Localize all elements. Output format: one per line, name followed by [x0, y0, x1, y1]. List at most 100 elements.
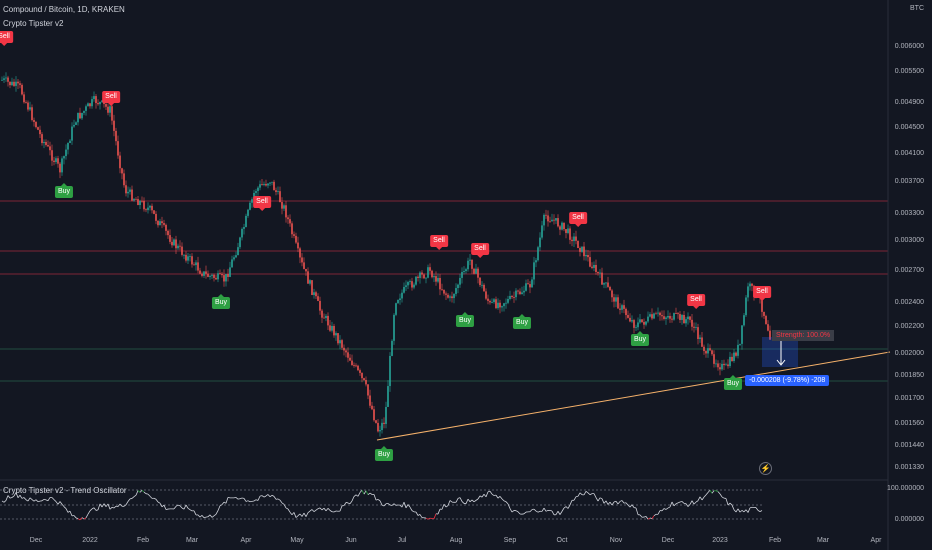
candle-body	[387, 386, 389, 407]
candle-body	[343, 347, 345, 351]
oscillator-segment	[405, 504, 409, 509]
candle-body	[421, 272, 423, 275]
oscillator-segment	[499, 496, 503, 500]
oscillator-segment	[743, 509, 747, 513]
lightning-icon[interactable]: ⚡	[759, 462, 772, 475]
oscillator-segment	[461, 501, 465, 504]
sell-signal[interactable]: Sell	[0, 31, 13, 46]
candle-body	[603, 283, 605, 285]
candle-body	[357, 365, 359, 371]
candle-body	[739, 343, 741, 345]
oscillator-segment	[197, 514, 201, 518]
candle-body	[653, 313, 655, 319]
oscillator-segment	[319, 507, 323, 511]
candle-body	[411, 281, 413, 288]
candle-body	[707, 348, 709, 354]
candle-body	[691, 319, 693, 327]
sell-signal[interactable]: Sell	[430, 235, 448, 250]
oscillator-segment	[491, 493, 495, 496]
sell-signal[interactable]: Sell	[569, 212, 587, 227]
oscillator-segment	[45, 499, 49, 502]
symbol-title[interactable]: Compound / Bitcoin, 1D, KRAKEN	[3, 5, 125, 14]
oscillator-segment	[179, 505, 183, 509]
candle-body	[301, 257, 303, 263]
candle-body	[241, 228, 243, 238]
candle-body	[223, 275, 225, 282]
oscillator-segment	[297, 513, 301, 517]
oscillator-segment	[677, 501, 681, 504]
oscillator-segment	[445, 505, 449, 508]
oscillator-segment	[721, 496, 725, 499]
candle-body	[59, 163, 61, 173]
sell-signal[interactable]: Sell	[253, 196, 271, 211]
oscillator-segment	[163, 504, 167, 510]
oscillator-segment	[309, 509, 313, 512]
candle-body	[555, 218, 557, 221]
candle-body	[625, 308, 627, 316]
sell-signal[interactable]: Sell	[102, 91, 120, 106]
candle-body	[275, 190, 277, 192]
oscillator-segment	[279, 499, 283, 504]
oscillator-segment	[569, 500, 573, 506]
candle-body	[127, 191, 129, 194]
candle-body	[207, 273, 209, 277]
candle-body	[11, 81, 13, 86]
candle-body	[115, 130, 117, 142]
trendline[interactable]	[376, 351, 891, 441]
measure-label[interactable]: -0.000208 (-9.78%) -208	[745, 375, 830, 386]
buy-signal[interactable]: Buy	[211, 294, 231, 309]
oscillator-segment	[503, 500, 507, 503]
oscillator-segment	[25, 499, 29, 502]
oscillator-segment	[755, 507, 759, 511]
candle-body	[533, 262, 535, 280]
buy-signal[interactable]: Buy	[512, 314, 532, 329]
sell-signal[interactable]: Sell	[471, 243, 489, 258]
sell-signal[interactable]: Sell	[687, 294, 705, 309]
sell-signal[interactable]: Sell	[753, 286, 771, 301]
oscillator-segment	[361, 490, 365, 495]
oscillator-segment	[155, 499, 159, 503]
oscillator-segment	[63, 506, 67, 509]
oscillator-segment	[33, 499, 37, 502]
candle-body	[705, 351, 707, 354]
oscillator-segment	[37, 500, 41, 503]
candle-body	[351, 360, 353, 366]
oscillator-segment	[135, 490, 139, 496]
oscillator-title[interactable]: Crypto Tipster v2 - Trend Oscillator	[3, 486, 127, 495]
indicator-title[interactable]: Crypto Tipster v2	[3, 19, 64, 28]
oscillator-segment	[327, 508, 331, 511]
oscillator-segment	[487, 490, 491, 493]
oscillator-segment	[425, 517, 429, 520]
oscillator-segment	[599, 497, 603, 500]
candle-body	[19, 83, 21, 85]
candle-body	[591, 266, 593, 268]
candle-body	[453, 293, 455, 299]
oscillator-segment	[409, 506, 413, 511]
oscillator-segment	[697, 496, 701, 501]
candle-body	[467, 260, 469, 270]
oscillator-segment	[573, 496, 577, 501]
buy-signal[interactable]: Buy	[455, 312, 475, 327]
candle-body	[581, 246, 583, 252]
candle-body	[51, 150, 53, 161]
candle-body	[659, 312, 661, 316]
candle-body	[623, 305, 625, 309]
oscillator-segment	[563, 506, 567, 509]
buy-signal[interactable]: Buy	[54, 183, 74, 198]
buy-signal[interactable]: Buy	[630, 331, 650, 346]
oscillator-segment	[13, 492, 17, 497]
candle-body	[377, 422, 379, 432]
oscillator-segment	[15, 492, 19, 498]
candle-body	[43, 141, 45, 144]
oscillator-segment	[255, 499, 259, 501]
candle-body	[121, 168, 123, 174]
candle-body	[335, 333, 337, 336]
oscillator-segment	[615, 501, 619, 505]
candle-body	[309, 280, 311, 284]
buy-signal[interactable]: Buy	[374, 446, 394, 461]
candle-body	[227, 274, 229, 277]
candle-body	[129, 189, 131, 192]
candle-body	[305, 268, 307, 272]
buy-signal[interactable]: Buy	[723, 375, 743, 390]
